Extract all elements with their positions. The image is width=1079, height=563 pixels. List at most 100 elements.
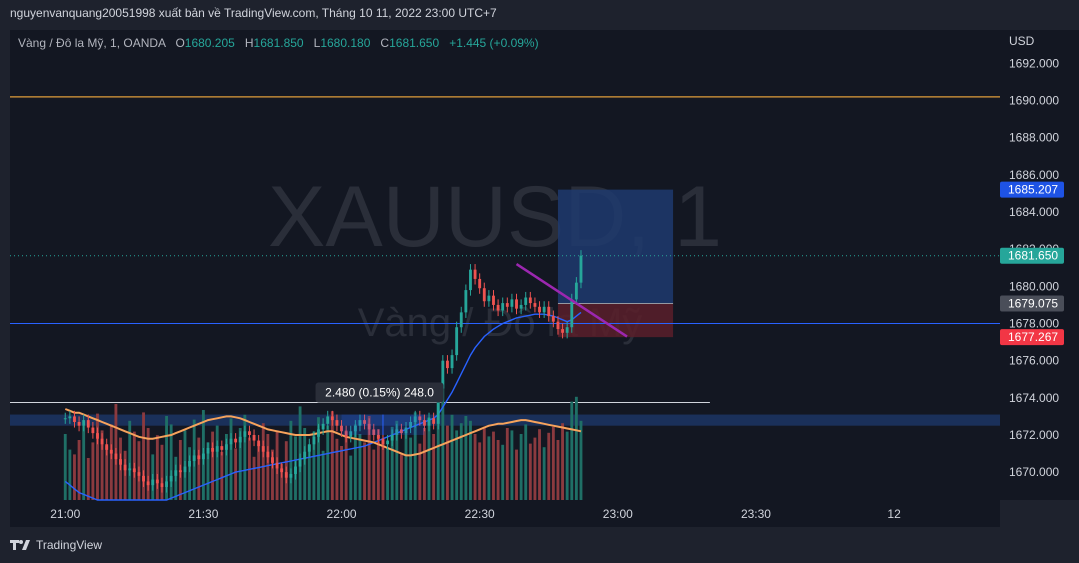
candle xyxy=(436,388,440,424)
y-tick-label: 1678.000 xyxy=(1009,317,1059,331)
volume-bar xyxy=(450,414,454,500)
volume-bar xyxy=(307,444,311,500)
volume-bar xyxy=(441,380,445,500)
volume-bar xyxy=(381,440,385,500)
y-tick-label: 1692.000 xyxy=(1009,56,1059,70)
volume-bar xyxy=(73,454,76,500)
price-axis[interactable] xyxy=(1000,30,1079,500)
candle xyxy=(174,470,178,476)
volume-bar xyxy=(399,454,403,500)
trendline xyxy=(515,263,628,338)
candle xyxy=(551,316,555,322)
ohlc-legend: Vàng / Đô la Mỹ, 1, OANDA O1680.205 H168… xyxy=(18,36,539,50)
volume-bar xyxy=(105,446,109,500)
volume-bar xyxy=(77,440,81,500)
candle xyxy=(155,479,159,484)
candle xyxy=(330,416,334,421)
candle xyxy=(409,421,413,428)
candle xyxy=(307,444,311,452)
volume-bar xyxy=(538,429,541,500)
volume-bar xyxy=(561,423,564,500)
candle xyxy=(381,438,385,445)
volume-bar xyxy=(464,416,468,500)
candle xyxy=(496,304,500,311)
candle xyxy=(146,481,150,486)
candle xyxy=(298,459,302,467)
x-tick-label: 21:30 xyxy=(188,507,218,521)
volume-bar xyxy=(206,442,210,500)
candle xyxy=(538,306,541,313)
volume-bar xyxy=(340,446,343,500)
volume-bar xyxy=(469,420,472,500)
volume-bar xyxy=(86,458,90,500)
volume-bar xyxy=(155,435,159,500)
candle xyxy=(312,436,316,445)
publish-header: nguyenvanquang20051998 xuất bản về Tradi… xyxy=(10,6,497,20)
candle xyxy=(303,451,307,460)
candle xyxy=(294,466,297,474)
volume-bar xyxy=(367,416,371,500)
candle xyxy=(119,459,122,465)
candle xyxy=(570,299,574,328)
volume-bar xyxy=(100,430,104,500)
y-tick-label: 1684.000 xyxy=(1009,205,1059,219)
volume-bar xyxy=(238,428,242,500)
price-badge-label: 1677.267 xyxy=(1008,330,1058,344)
candle xyxy=(367,423,371,430)
candle xyxy=(317,429,320,437)
volume-bar xyxy=(91,442,95,500)
candle xyxy=(165,481,168,487)
y-tick-label: 1674.000 xyxy=(1009,391,1059,405)
volume-bar xyxy=(261,423,265,500)
candle xyxy=(358,420,362,426)
volume-bar xyxy=(574,396,578,500)
candle xyxy=(459,312,463,328)
candle xyxy=(248,431,251,435)
candle xyxy=(450,355,454,369)
price-badge-label: 1685.207 xyxy=(1008,183,1058,197)
candle xyxy=(478,278,482,289)
candle xyxy=(533,303,537,307)
volume-bar xyxy=(547,432,551,500)
volume-bar xyxy=(169,424,173,500)
volume-bar xyxy=(321,450,325,500)
candle xyxy=(432,418,436,424)
candle xyxy=(169,475,173,482)
candle xyxy=(427,418,431,426)
candle xyxy=(372,429,376,435)
volume-bar xyxy=(413,412,417,500)
volume-bar xyxy=(335,438,339,500)
candle xyxy=(492,295,495,305)
volume-bar xyxy=(505,428,509,500)
volume-bar xyxy=(349,455,353,500)
volume-bar xyxy=(409,437,413,500)
y-tick-label: 1680.000 xyxy=(1009,279,1059,293)
volume-bar xyxy=(372,449,376,500)
volume-bar xyxy=(63,434,67,500)
y-tick-label: 1686.000 xyxy=(1009,168,1059,182)
volume-bar xyxy=(82,425,86,500)
volume-bar xyxy=(404,431,408,500)
candle xyxy=(178,470,182,473)
candle xyxy=(446,360,449,369)
legend-high-label: H xyxy=(244,36,254,50)
volume-bar xyxy=(515,449,518,500)
measure-label-box xyxy=(315,382,444,403)
time-axis[interactable] xyxy=(10,500,1000,527)
candle xyxy=(266,451,270,458)
volume-bar xyxy=(551,426,555,500)
candle xyxy=(151,479,155,486)
volume-bar xyxy=(215,425,219,500)
volume-bar xyxy=(160,444,164,500)
candle xyxy=(561,329,564,333)
candle xyxy=(579,255,583,283)
y-tick-label: 1690.000 xyxy=(1009,94,1059,108)
volume-bar xyxy=(395,420,399,500)
price-badge-label: 1681.650 xyxy=(1008,249,1058,263)
volume-bar xyxy=(432,434,436,500)
volume-bar xyxy=(390,426,394,500)
volume-bar xyxy=(234,448,238,500)
footer-branding[interactable]: TradingView xyxy=(10,538,102,552)
candle xyxy=(487,295,491,302)
